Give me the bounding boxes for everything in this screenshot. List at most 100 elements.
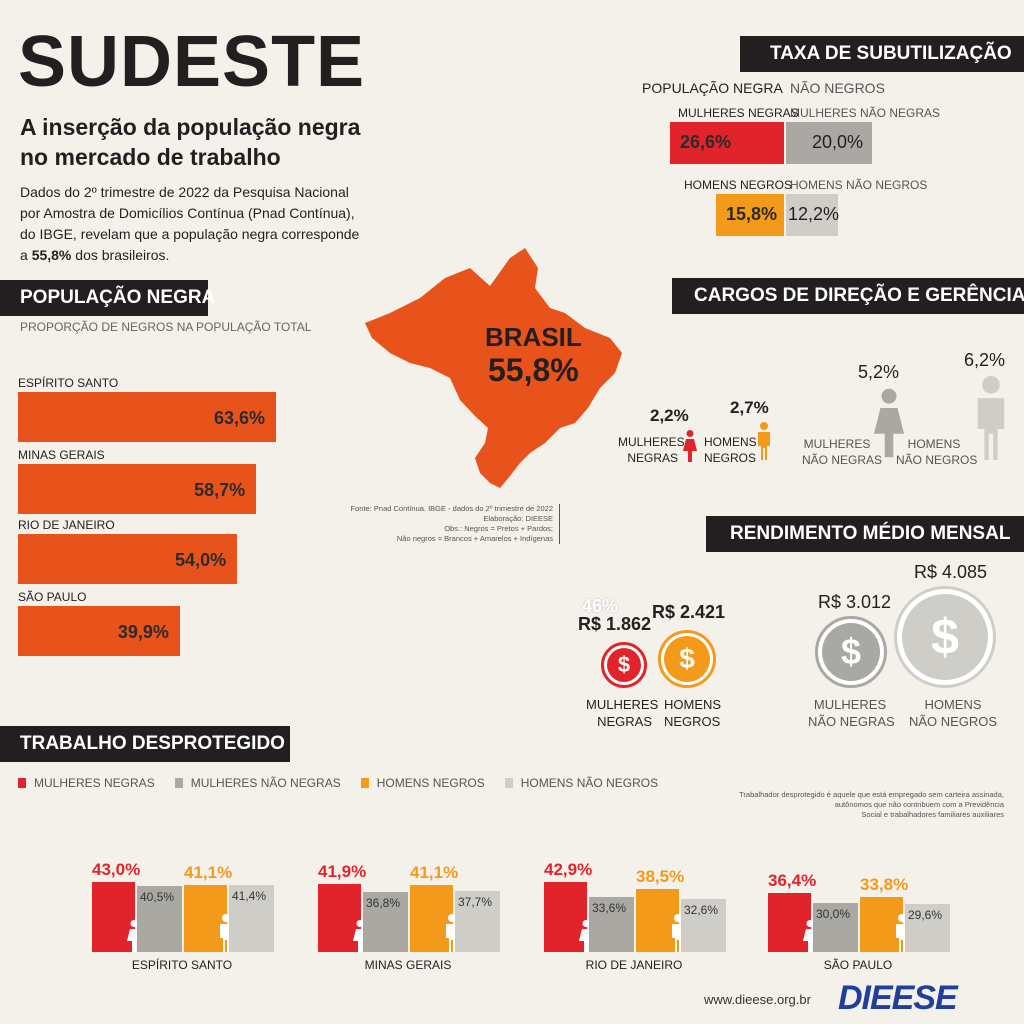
cargos-hnn-l2: NÃO NEGROS [896, 453, 978, 467]
legend-label: HOMENS NEGROS [376, 776, 485, 790]
trabalho-bar [860, 896, 903, 952]
legend-item: MULHERES NÃO NEGRAS [174, 776, 341, 790]
trabalho-bar [905, 903, 950, 952]
cargos-mnn-value: 5,2% [858, 362, 900, 382]
population-state-name: MINAS GERAIS [18, 448, 105, 462]
trabalho-bar [768, 892, 811, 952]
trabalho-bar-label: 41,1% [184, 863, 233, 883]
trabalho-bar [184, 885, 227, 952]
rendimento-hn-label: HOMENS NEGROS [664, 696, 721, 730]
rendimento-mnn-l2: NÃO NEGRAS [808, 714, 895, 729]
page-subtitle: A inserção da população negra no mercado… [20, 112, 360, 172]
map-label: BRASIL [485, 322, 582, 352]
man-icon [757, 422, 771, 460]
cargos-hnn-label: HOMENS NÃO NEGROS [896, 436, 978, 468]
rendimento-hnn-label: HOMENS NÃO NEGROS [908, 696, 998, 730]
trabalho-bar-label: 43,0% [92, 860, 141, 879]
intro-text: Dados do 2º trimestre de 2022 da Pesquis… [20, 182, 370, 266]
brazil-outline [365, 248, 622, 488]
footer-url[interactable]: www.dieese.org.br [704, 992, 811, 1007]
label-homens-nao-negros: HOMENS NÃO NEGROS [790, 178, 928, 192]
bar-homens-negros [716, 194, 784, 236]
source-line-4: Não negros = Brancos + Amarelos + Indíge… [396, 534, 553, 543]
cargos-hnn-value: 6,2% [964, 350, 1006, 370]
trabalho-bar [455, 890, 500, 952]
cargos-mn-l2: NEGRAS [627, 451, 678, 465]
brazil-map: BRASIL 55,8% [360, 238, 630, 498]
page-title: SUDESTE [18, 22, 366, 102]
bar-mulheres-negras [670, 122, 784, 164]
cargos-mnn-l1: MULHERES [803, 437, 871, 451]
trabalho-bar [137, 886, 182, 952]
subutilizacao-header: TAXA DE SUBUTILIZAÇÃO [740, 36, 1024, 72]
source-line-1: Fonte: Pnad Contínua. IBGE - dados do 2º… [350, 504, 553, 513]
cargos-mnn-l2: NÃO NEGRAS [802, 453, 883, 467]
intro-line-2: por Amostra de Domicílios Contínua (Pnad… [20, 205, 355, 221]
trabalho-bar [681, 898, 726, 952]
legend-item: HOMENS NÃO NEGROS [504, 776, 659, 790]
intro-line-4: a 55,8% dos brasileiros. [20, 245, 370, 266]
intro-post: dos brasileiros. [71, 247, 170, 263]
bar-homens-nao-negros [786, 194, 838, 236]
population-state-name: RIO DE JANEIRO [18, 518, 115, 532]
trabalho-bar-label: 32,6% [684, 902, 719, 917]
trabalho-bar-label: 36,4% [768, 870, 817, 890]
coin-hnn: $ [894, 586, 996, 688]
population-state-name: SÃO PAULO [18, 590, 87, 604]
trabalho-bar-label: 36,8% [366, 896, 401, 911]
cargos-mnn-label: MULHERES NÃO NEGRAS [802, 436, 883, 468]
rendimento-hn-value: R$ 2.421 [652, 602, 726, 622]
subtitle-line-1: A inserção da população negra [20, 114, 361, 140]
trabalho-bar-label: 38,5% [636, 867, 685, 887]
trabalho-bar [363, 892, 408, 952]
label-mulheres-negras: MULHERES NEGRAS [678, 106, 799, 120]
dieese-logo: DIEESE [838, 979, 958, 1017]
population-bar-value: 63,6% [214, 408, 266, 428]
rendimento-mn-label: MULHERES NEGRAS [586, 696, 658, 730]
legend-label: HOMENS NÃO NEGROS [520, 776, 659, 790]
woman-icon [683, 430, 697, 462]
cargos-mn-l1: MULHERES [618, 435, 685, 449]
rendimento-mnn-l1: MULHERES [813, 697, 887, 712]
legend-swatch [18, 778, 26, 788]
note-line-1: Trabalhador desprotegido é aquele que es… [739, 790, 1004, 799]
trabalho-bar [410, 885, 453, 952]
col-populacao-negra: POPULAÇÃO NEGRA [642, 80, 783, 96]
rendimento-mn-value: R$ 1.862 [578, 614, 652, 634]
source-note: Fonte: Pnad Contínua. IBGE - dados do 2º… [350, 504, 560, 544]
legend-swatch [174, 778, 183, 788]
value-homens-nao-negros: 12,2% [788, 204, 840, 224]
rendimento-mnn-label: MULHERES NÃO NEGRAS [808, 696, 895, 730]
intro-highlight: 55,8% [31, 247, 72, 263]
source-line-3: Obs.: Negros = Pretos + Pardos; [444, 524, 553, 533]
populacao-header: POPULAÇÃO NEGRA [0, 280, 215, 316]
cargos-hn-l2: NEGROS [704, 451, 757, 465]
rendimento-overlay: 46% [582, 596, 619, 616]
coin-mnn-inner: $ [822, 623, 880, 681]
trabalho-bar [589, 897, 634, 952]
coin-mn-inner: $ [607, 648, 641, 682]
cargos-mn-label: MULHERES NEGRAS [618, 434, 685, 466]
coin-hn-inner: $ [664, 636, 710, 682]
trabalho-bar-label: 33,8% [860, 874, 909, 894]
note-line-3: Social e trabalhadores familiares auxili… [861, 810, 1004, 819]
cargos-hn-value: 2,7% [730, 398, 769, 417]
legend-item: HOMENS NEGROS [360, 776, 485, 790]
rendimento-hn-l2: NEGROS [664, 714, 721, 729]
trabalho-bar [636, 889, 679, 952]
coin-mn: $ [601, 642, 647, 688]
trabalho-bar-label: 40,5% [140, 890, 175, 905]
bar-mulheres-nao-negras [786, 122, 872, 164]
rendimento-hn-l1: HOMENS [664, 697, 722, 712]
trabalho-bar-label: 41,4% [232, 888, 267, 903]
rendimento-hnn-value: R$ 4.085 [914, 562, 988, 582]
subtitle-line-2: no mercado de trabalho [20, 144, 281, 170]
legend-swatch [360, 778, 369, 788]
trabalho-bar-label: 42,9% [544, 860, 593, 880]
population-bar-value: 39,9% [117, 622, 169, 642]
trabalho-category-label: MINAS GERAIS [364, 958, 452, 972]
population-state-name: ESPÍRITO SANTO [18, 376, 119, 390]
col-nao-negros: NÃO NEGROS [790, 80, 885, 96]
trabalho-note: Trabalhador desprotegido é aquele que es… [700, 790, 1004, 820]
map-value: 55,8% [488, 352, 579, 388]
